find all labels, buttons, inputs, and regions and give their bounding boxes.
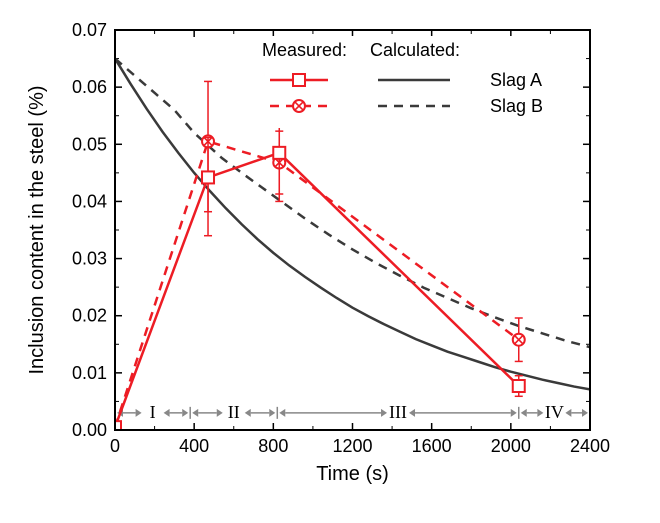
y-tick-label: 0.04 [72,191,107,211]
y-axis-label: Inclusion content in the steel (%) [26,85,48,374]
x-tick-label: 1600 [412,436,452,456]
x-tick-label: 400 [179,436,209,456]
x-tick-label: 0 [110,436,120,456]
region-label: IV [545,402,564,422]
x-tick-label: 2000 [491,436,531,456]
x-tick-label: 800 [258,436,288,456]
y-tick-label: 0.01 [72,363,107,383]
x-tick-label: 1200 [332,436,372,456]
legend: Measured: Calculated: Slag A Slag B [240,36,582,128]
chart-svg: 0 400 800 1200 1600 2000 2400 0.00 0.01 0.02 0.03 0… [0,0,660,523]
y-tick-label: 0.03 [72,249,107,269]
legend-calculated-title: Calculated: [370,40,460,60]
y-tick-label: 0.00 [72,420,107,440]
x-tick-label: 2400 [570,436,610,456]
y-tick-label: 0.06 [72,77,107,97]
y-tick-label: 0.05 [72,134,107,154]
region-label: III [389,402,407,422]
legend-label-b: Slag B [490,96,543,116]
chart-container: 0 400 800 1200 1600 2000 2400 0.00 0.01 0.02 0.03 0… [0,0,660,523]
x-axis-label: Time (s) [316,463,389,485]
region-label: I [150,402,156,422]
legend-label-a: Slag A [490,70,542,90]
legend-measured-title: Measured: [262,40,347,60]
y-tick-label: 0.07 [72,20,107,40]
region-label: II [228,402,240,422]
y-tick-label: 0.02 [72,306,107,326]
